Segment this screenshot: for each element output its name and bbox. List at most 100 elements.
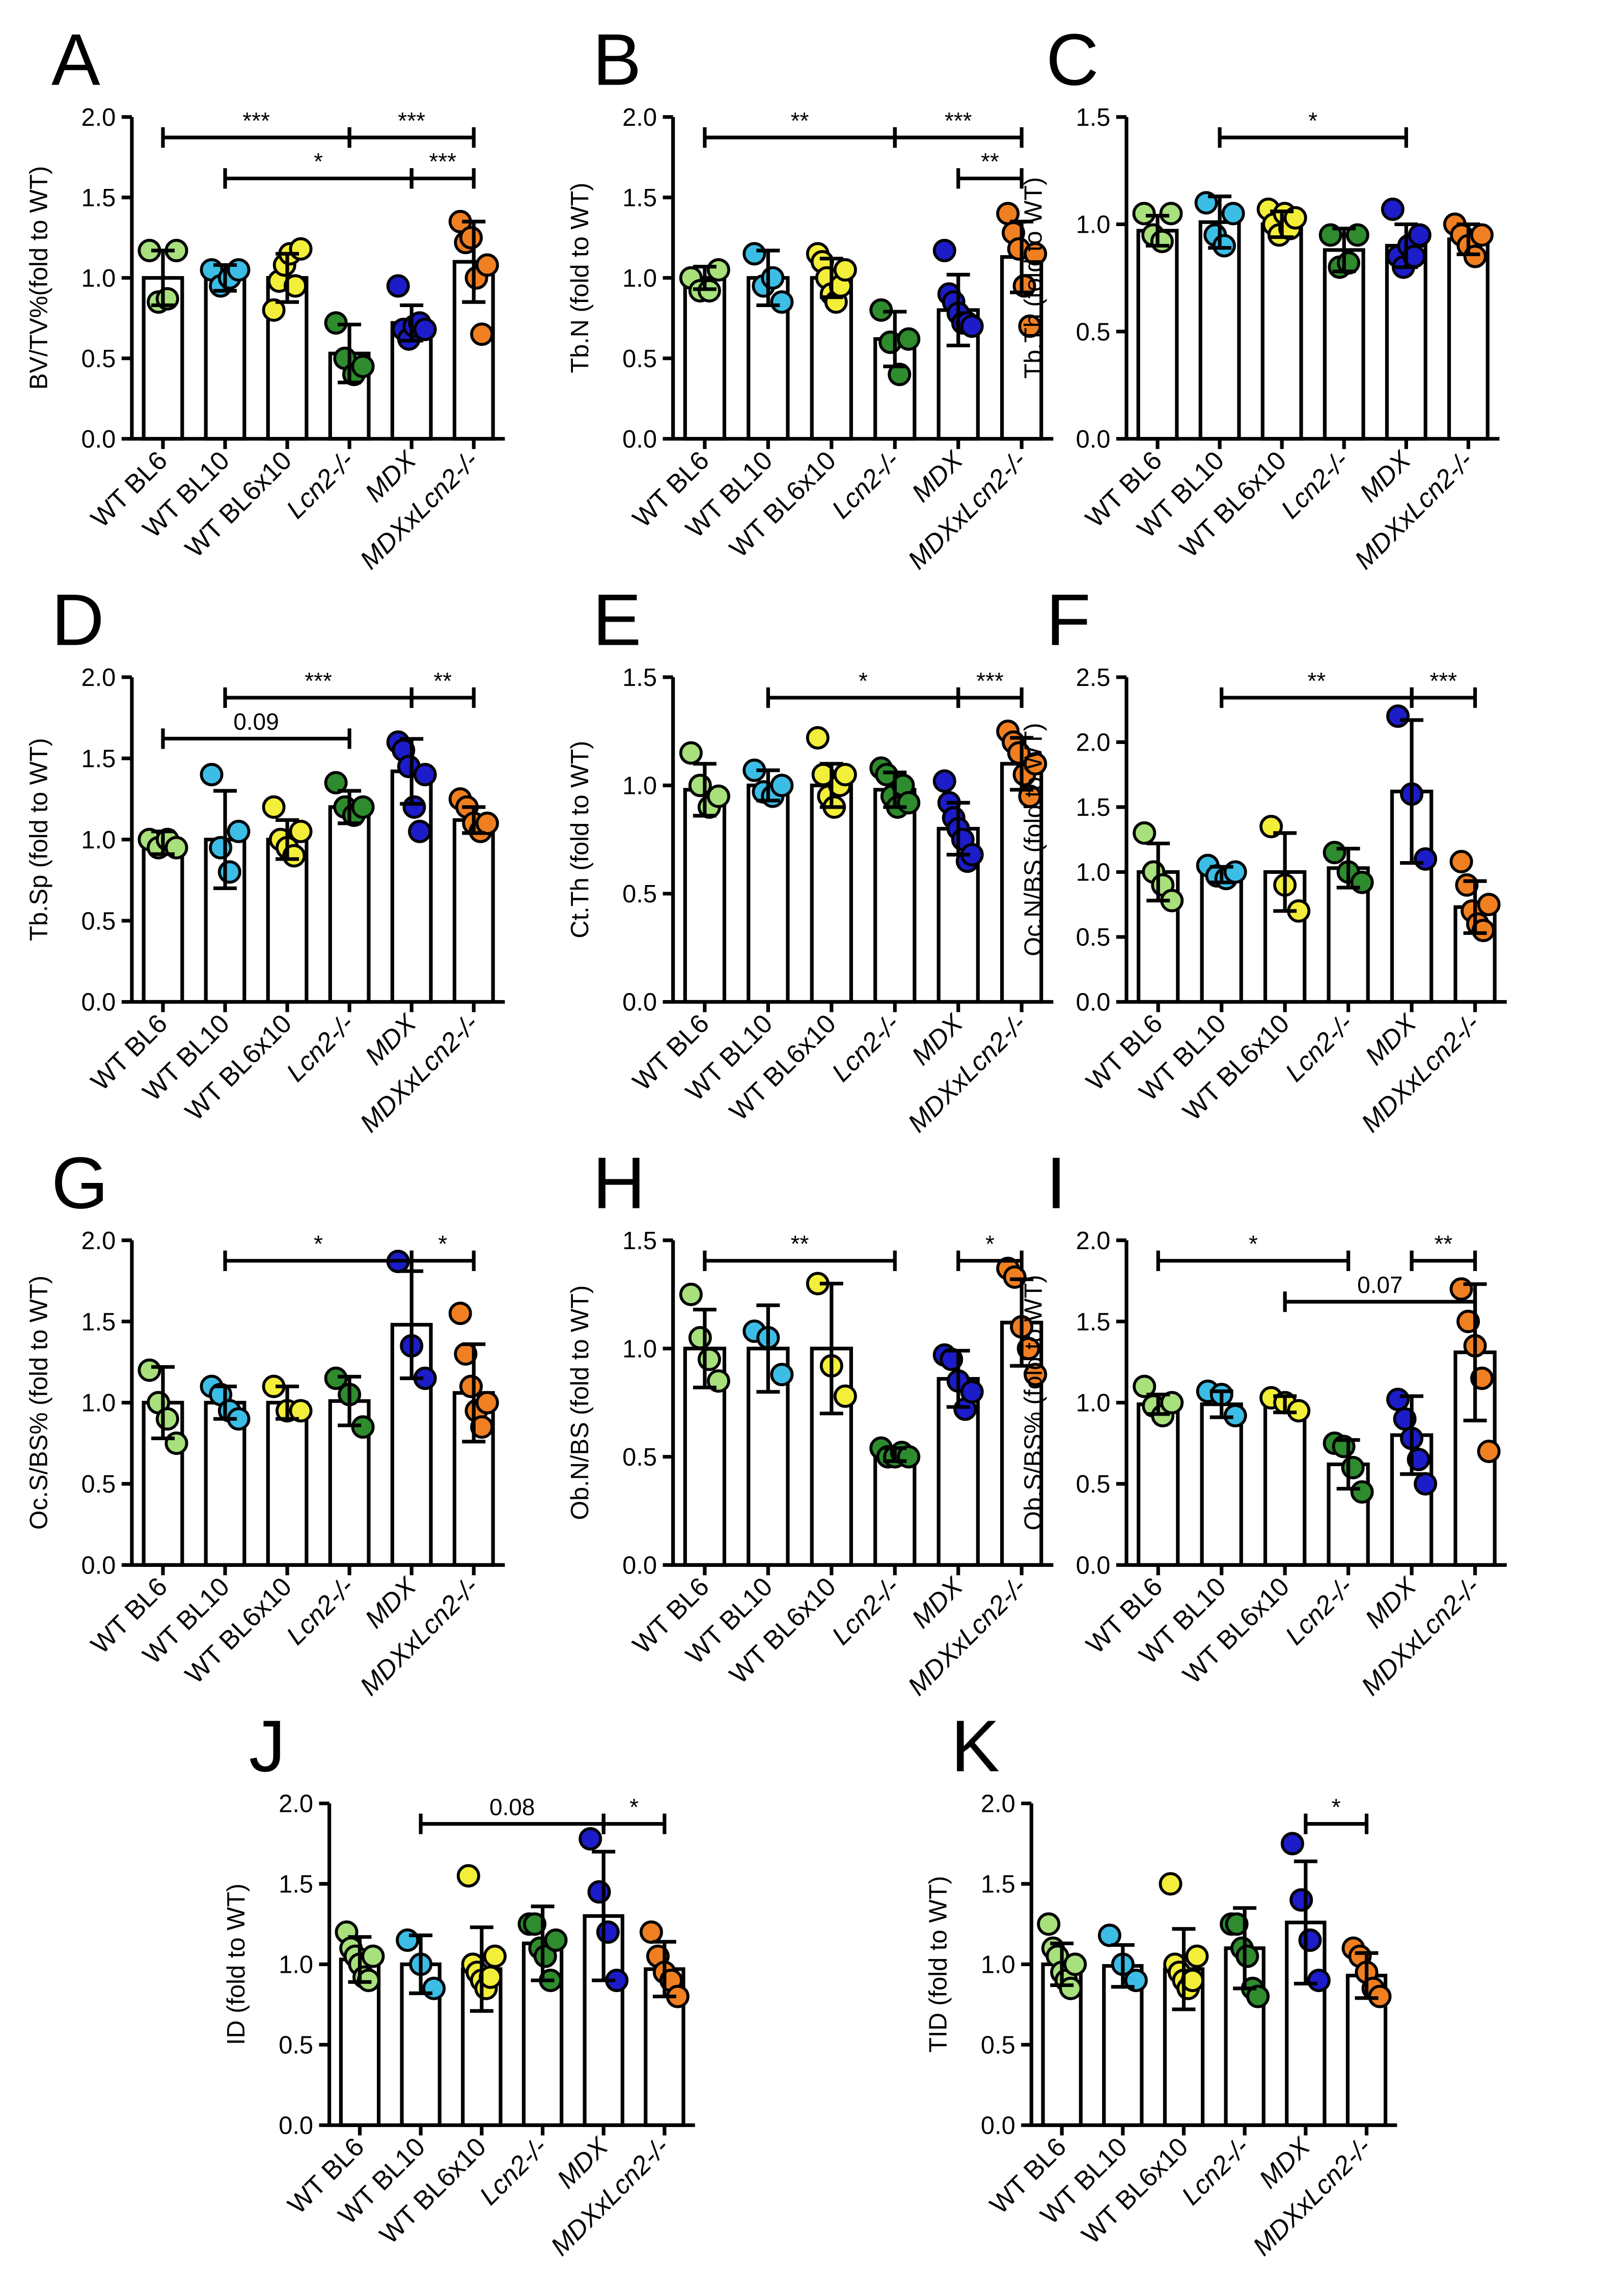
data-point: [742, 242, 766, 266]
y-tick-label: 1.5: [1076, 794, 1111, 821]
data-point: [579, 1827, 602, 1851]
panel: GOc.S/BS% (fold to WT)0.00.51.01.52.0WT …: [25, 1142, 505, 1701]
bar: [1447, 237, 1490, 441]
y-tick-label: 1.0: [622, 265, 657, 292]
data-point: [1160, 1391, 1184, 1415]
significance-label: 0.07: [1357, 1272, 1402, 1298]
data-point: [770, 290, 794, 314]
data-point: [639, 1920, 663, 1944]
data-point: [688, 774, 712, 797]
error-bar: [1010, 219, 1034, 294]
data-point: [413, 317, 437, 341]
bar: [1323, 248, 1365, 441]
error-bar: [338, 322, 362, 384]
x-tick-label: Lcn2-/-: [1279, 1571, 1358, 1650]
panel: DTb.Sp (fold to WT)0.00.51.01.52.0WT BL6…: [25, 580, 505, 1138]
y-tick-label: 1.5: [981, 1871, 1015, 1898]
data-point: [408, 819, 432, 843]
panel: IOb.S/BS% (fold to WT)0.00.51.01.52.0WT …: [1020, 1142, 1507, 1701]
error-bar: [1394, 222, 1418, 269]
error-bar: [1456, 222, 1480, 256]
data-point: [596, 1920, 620, 1944]
panel-label: G: [51, 1142, 108, 1224]
y-tick-label: 1.0: [1076, 1390, 1111, 1417]
y-tick-label: 1.5: [622, 184, 657, 212]
significance-label: *: [314, 1231, 323, 1257]
axes: [130, 1240, 505, 1567]
y-tick-label: 0.0: [622, 426, 657, 453]
significance-label: **: [791, 107, 809, 134]
panel: CTb.Th (fold to WT)0.00.51.01.5WT BL6WT …: [1020, 19, 1500, 575]
data-point: [413, 763, 437, 787]
significance-label: *: [314, 148, 323, 175]
data-point: [761, 266, 785, 290]
data-point: [1449, 850, 1473, 873]
data-point: [706, 784, 730, 808]
panel-label: H: [593, 1142, 646, 1224]
axes: [130, 677, 505, 1004]
significance-label: ***: [945, 107, 972, 134]
data-point: [1133, 821, 1157, 845]
x-tick-label: Lcn2-/-: [474, 2132, 553, 2211]
error-bar: [1209, 1389, 1233, 1419]
y-axis-label: Ob.N/BS (fold to WT): [566, 1285, 594, 1520]
error-bar: [1400, 718, 1424, 865]
error-bar: [756, 249, 780, 308]
bar: [452, 818, 495, 1004]
significance-bracket: [223, 168, 414, 189]
data-point: [289, 237, 313, 261]
error-bar: [462, 1342, 486, 1444]
data-point: [1132, 202, 1156, 226]
data-point: [351, 795, 375, 819]
panel-label: A: [51, 19, 100, 101]
significance-bracket: [956, 168, 1024, 189]
significance-label: *: [985, 1231, 995, 1257]
data-point: [1225, 1912, 1249, 1936]
bar: [683, 276, 727, 441]
error-bar: [1146, 213, 1170, 248]
data-point: [533, 1944, 557, 1968]
error-bar: [151, 1365, 175, 1441]
significance-bracket: [1304, 1813, 1369, 1834]
error-bar: [470, 1925, 493, 2013]
error-bar: [1336, 1438, 1360, 1491]
error-bar: [946, 801, 970, 857]
significance-bracket: [1283, 1291, 1477, 1312]
error-bar: [693, 265, 717, 291]
data-point: [932, 769, 956, 793]
data-point: [1323, 841, 1346, 865]
data-point: [833, 258, 857, 282]
data-point: [679, 741, 703, 765]
data-point: [770, 1363, 794, 1387]
bar: [683, 788, 727, 1004]
data-point: [361, 1944, 385, 1968]
y-tick-label: 1.5: [81, 184, 116, 212]
y-tick-label: 1.0: [279, 1951, 313, 1979]
panel-label: E: [593, 580, 642, 661]
axes: [1124, 677, 1507, 1004]
panel-label: J: [249, 1705, 286, 1787]
error-bar: [1010, 736, 1034, 792]
error-bar: [819, 762, 843, 809]
error-bar: [946, 272, 970, 348]
y-tick-label: 0.5: [1076, 318, 1111, 346]
bar: [873, 788, 917, 1004]
data-point: [396, 1928, 420, 1952]
data-point: [688, 1326, 712, 1349]
y-tick-label: 2.0: [1076, 1227, 1111, 1255]
data-point: [1221, 202, 1245, 226]
error-bar: [652, 1940, 676, 1999]
error-bar: [1208, 195, 1232, 250]
significance-bracket: [419, 1813, 605, 1834]
axes: [1124, 1240, 1507, 1567]
y-tick-label: 0.0: [1076, 1552, 1111, 1579]
data-point: [679, 1282, 703, 1306]
data-point: [1386, 1388, 1410, 1412]
data-point: [960, 314, 984, 338]
significance-label: *: [1308, 107, 1317, 134]
y-tick-label: 2.0: [279, 1790, 313, 1818]
significance-label: *: [859, 668, 868, 694]
y-tick-label: 0.0: [279, 2112, 313, 2140]
bar: [1263, 1402, 1307, 1567]
